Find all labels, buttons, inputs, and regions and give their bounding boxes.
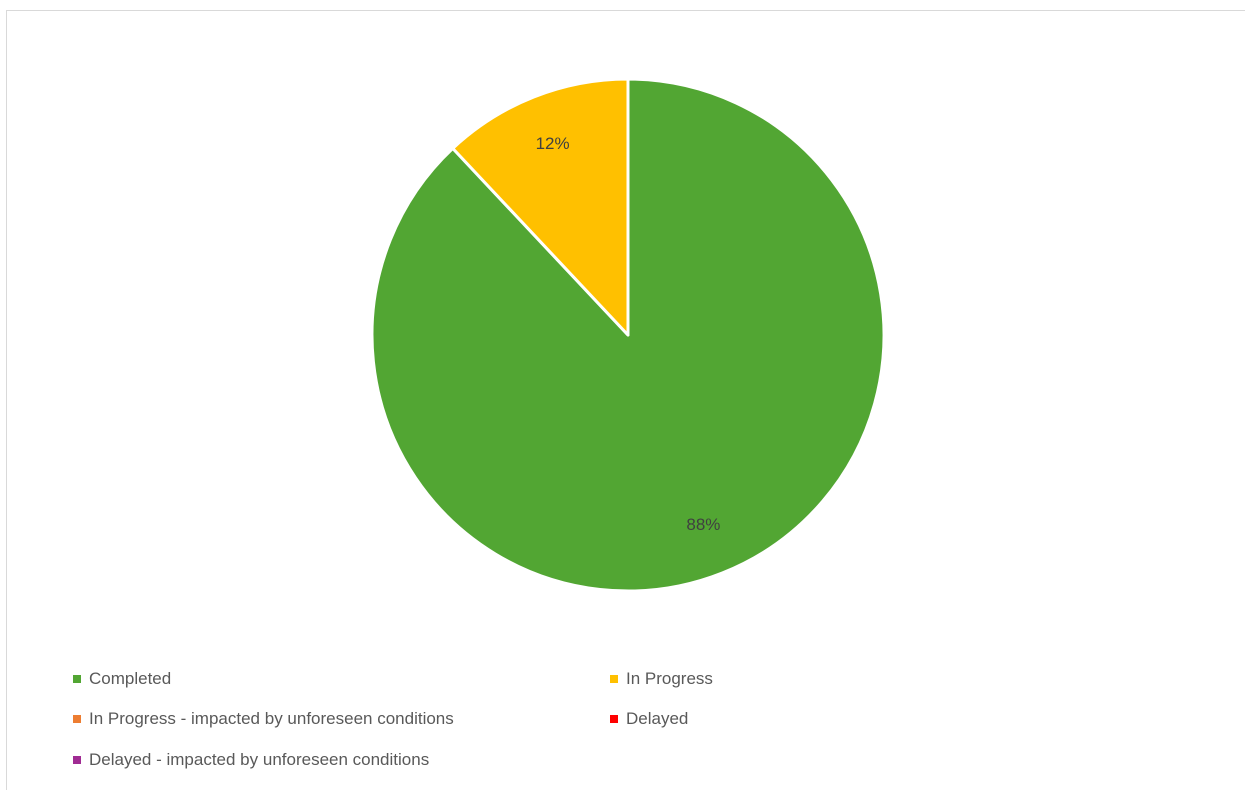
legend-swatch-completed [73, 675, 81, 683]
legend-swatch-delayed [610, 715, 618, 723]
legend-item-in-progress: In Progress [610, 667, 713, 691]
legend-item-delayed-impacted: Delayed - impacted by unforeseen conditi… [73, 748, 429, 772]
pie-slice-in-progress [451, 77, 630, 337]
legend-label-delayed: Delayed [626, 709, 689, 728]
legend-label-delayed-impacted: Delayed - impacted by unforeseen conditi… [89, 750, 430, 769]
data-label-in-progress: 12% [536, 134, 570, 153]
legend-swatch-in-progress [610, 675, 618, 683]
legend-item-in-progress-impacted: In Progress - impacted by unforeseen con… [73, 707, 454, 731]
legend-item-delayed: Delayed [610, 707, 688, 731]
legend-label-in-progress: In Progress [626, 669, 713, 688]
chart-legend: Completed In Progress In Progress - impa… [73, 667, 1173, 777]
legend-label-in-progress-impacted: In Progress - impacted by unforeseen con… [89, 709, 454, 728]
legend-swatch-delayed-impacted [73, 756, 81, 764]
legend-label-completed: Completed [89, 669, 172, 688]
data-label-completed: 88% [686, 515, 720, 534]
legend-item-completed: Completed [73, 667, 171, 691]
legend-swatch-in-progress-impacted [73, 715, 81, 723]
